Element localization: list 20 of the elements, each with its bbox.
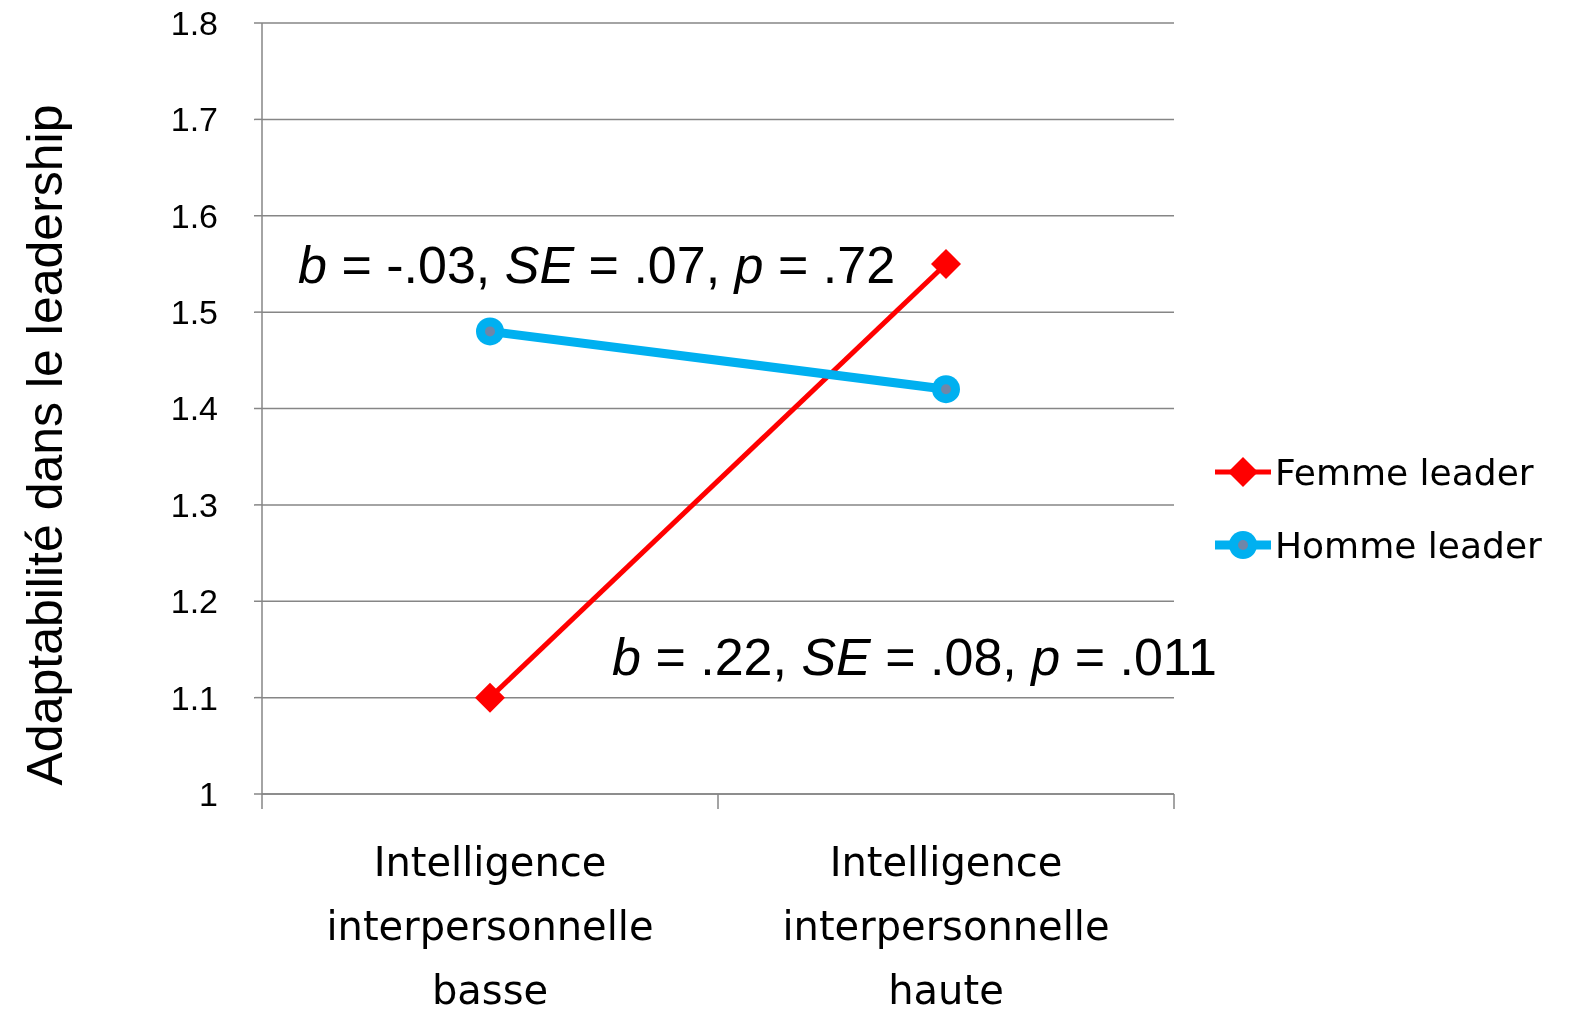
y-tick-label: 1.3 [170, 485, 218, 524]
point [476, 317, 504, 346]
y-tick-label: 1.8 [170, 3, 218, 42]
y-tick-label: 1 [199, 774, 218, 813]
y-tick-label: 1.6 [170, 196, 218, 235]
y-axis-title: Adaptabilité dans le leadership [17, 104, 73, 786]
point [932, 375, 960, 404]
y-tick-label: 1.7 [170, 100, 218, 139]
legend-label: Homme leader [1275, 524, 1543, 566]
x-tick-label: Intelligence interpersonnelle basse [326, 839, 654, 1013]
legend-label: Femme leader [1275, 451, 1534, 493]
y-tick-label: 1.5 [170, 293, 218, 332]
text: b = .22, SE = .08, p = .011 [612, 628, 1217, 686]
text: b = -.03, SE = .07, p = .72 [298, 236, 896, 294]
x-tick-label: Intelligence interpersonnelle haute [782, 839, 1110, 1013]
point [475, 682, 505, 713]
y-tick-label: 1.4 [170, 389, 218, 428]
y-tick-label: 1.1 [170, 678, 218, 717]
point [931, 248, 961, 279]
y-tick-label: 1.2 [170, 582, 218, 621]
